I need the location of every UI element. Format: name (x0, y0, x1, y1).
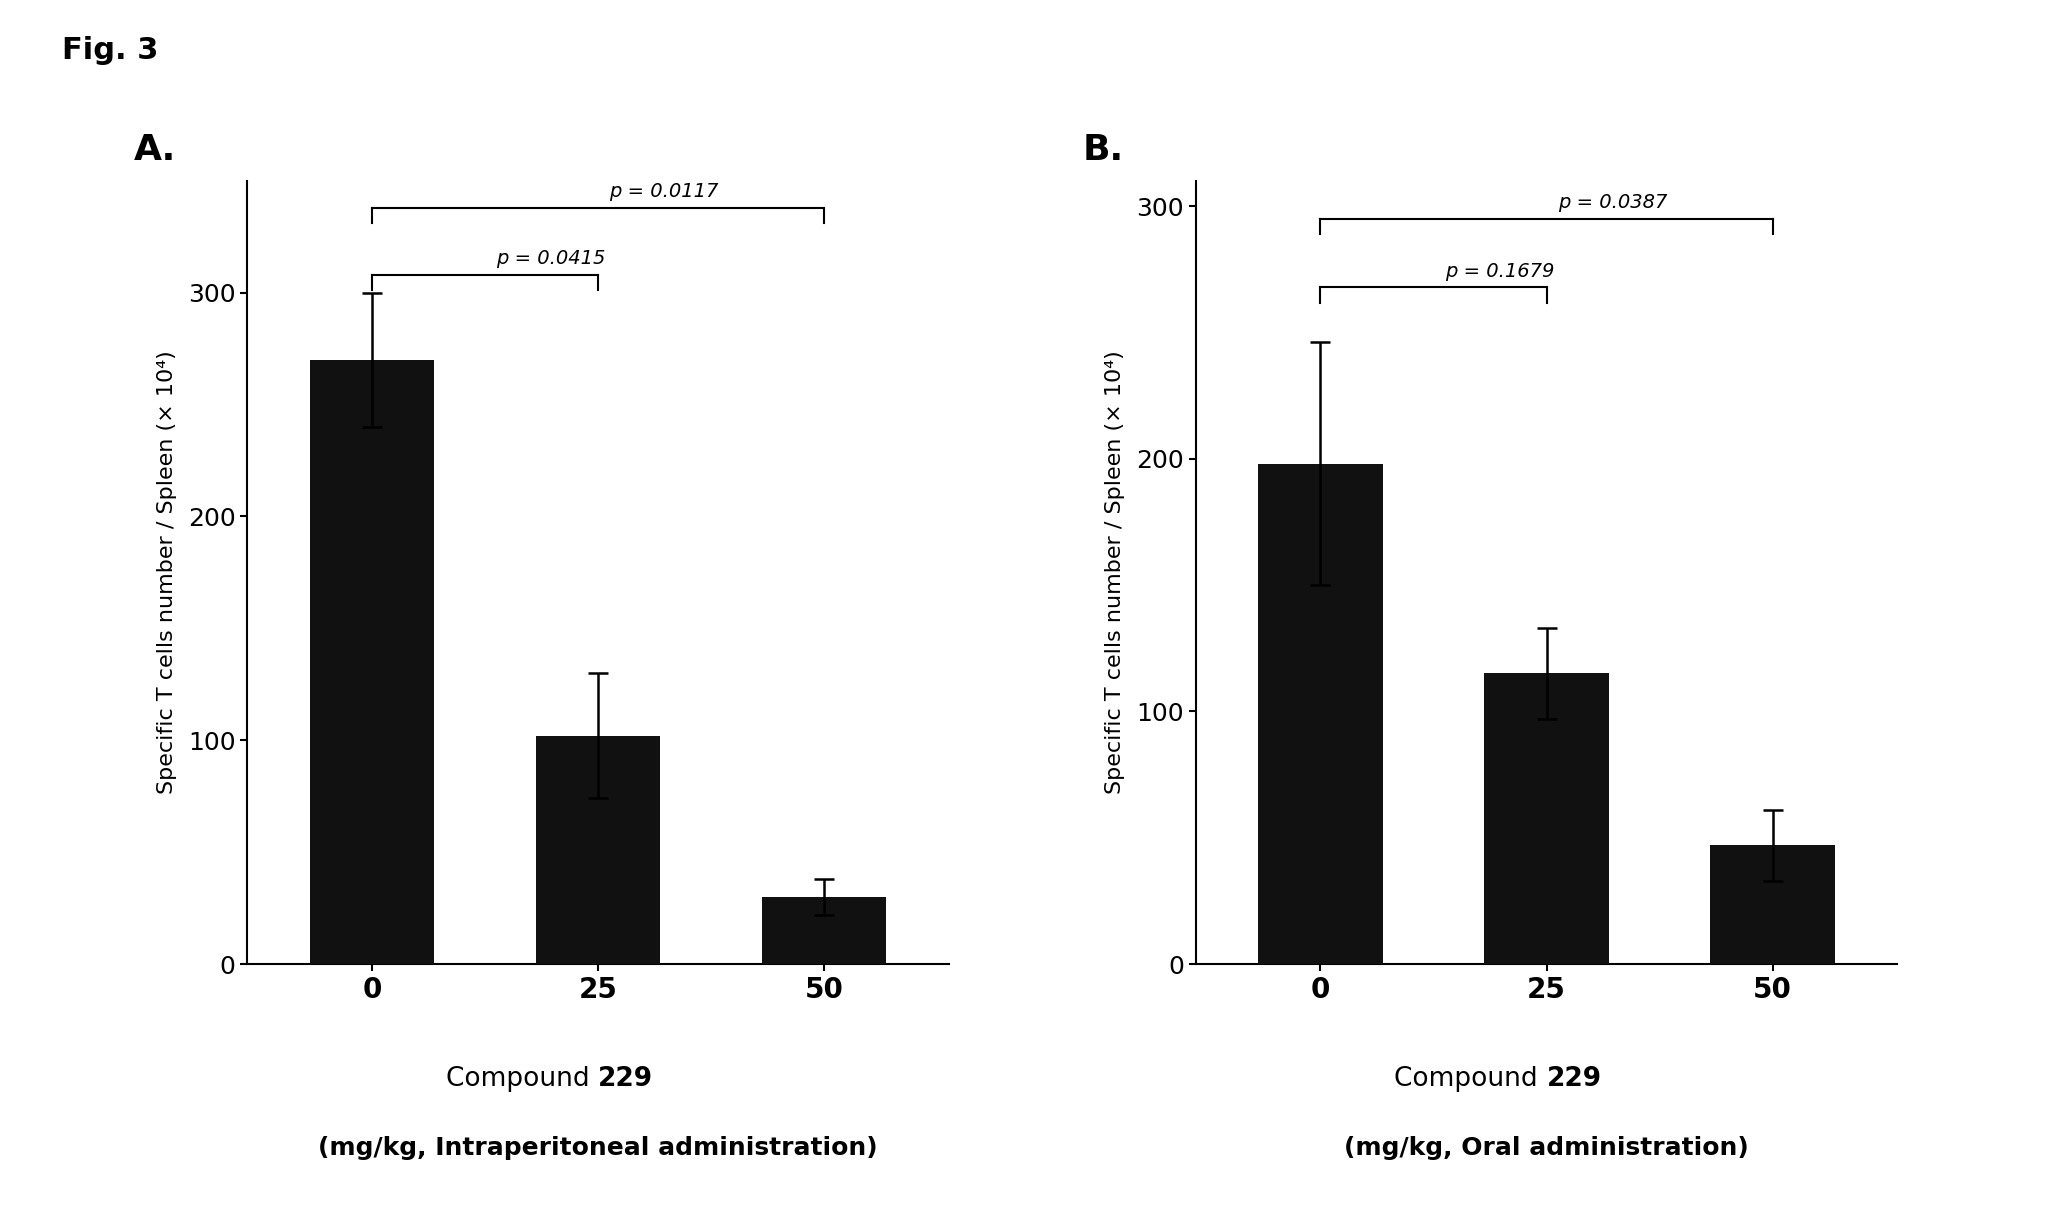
Bar (309, 360, 433, 964)
Text: 229: 229 (1546, 1065, 1602, 1092)
Bar (763, 897, 887, 964)
Text: Compound: Compound (445, 1065, 598, 1092)
Text: p = 0.0415: p = 0.0415 (497, 249, 606, 269)
Text: A.: A. (134, 133, 175, 166)
Text: (mg/kg, Intraperitoneal administration): (mg/kg, Intraperitoneal administration) (318, 1136, 878, 1160)
Bar (1485, 674, 1608, 964)
Bar (1258, 464, 1382, 964)
Y-axis label: Specific T cells number / Spleen (× 10⁴): Specific T cells number / Spleen (× 10⁴) (1105, 351, 1126, 794)
Text: Compound: Compound (1394, 1065, 1546, 1092)
Text: p = 0.1679: p = 0.1679 (1445, 261, 1555, 281)
Text: (mg/kg, Oral administration): (mg/kg, Oral administration) (1344, 1136, 1749, 1160)
Y-axis label: Specific T cells number / Spleen (× 10⁴): Specific T cells number / Spleen (× 10⁴) (157, 351, 177, 794)
Text: 229: 229 (598, 1065, 654, 1092)
Bar (536, 736, 660, 964)
Text: p = 0.0117: p = 0.0117 (608, 182, 720, 201)
Text: B.: B. (1083, 133, 1124, 166)
Bar (1711, 845, 1835, 964)
Text: p = 0.0387: p = 0.0387 (1557, 193, 1668, 212)
Text: Fig. 3: Fig. 3 (62, 36, 159, 65)
